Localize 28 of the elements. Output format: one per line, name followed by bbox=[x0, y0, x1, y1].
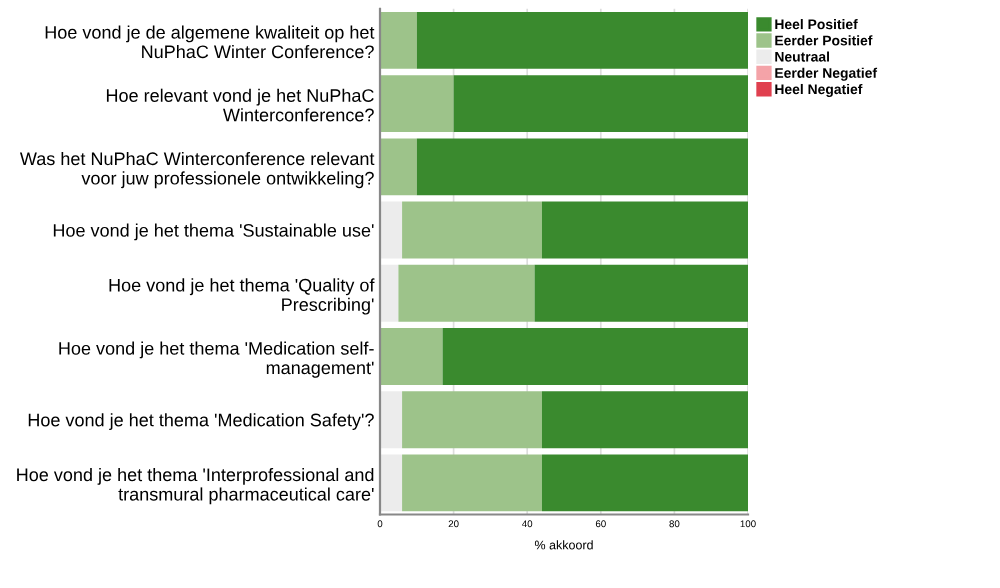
bar bbox=[416, 138, 748, 196]
bar bbox=[380, 391, 403, 449]
bar bbox=[442, 328, 748, 385]
y-tick-label: Hoe vond je het thema 'Quality of Prescribing' bbox=[109, 278, 375, 315]
bar bbox=[398, 264, 535, 322]
bar bbox=[380, 75, 454, 133]
bar bbox=[402, 391, 542, 449]
y-tick-label: Hoe vond je het thema 'Sustainable use' bbox=[53, 223, 374, 241]
bar bbox=[541, 454, 748, 512]
y-tick-label: Hoe vond je het thema 'Medication Safety'? bbox=[28, 413, 374, 430]
bar bbox=[402, 454, 542, 512]
bar bbox=[380, 201, 403, 259]
bar bbox=[380, 138, 417, 196]
bar bbox=[541, 201, 748, 259]
y-tick-label: Was het NuPhaC Winterconference relevant voor juw professionele ontwikkeling? bbox=[19, 151, 375, 189]
y-tick-label: Hoe relevant vond je het NuPhaC Winterconference? bbox=[106, 88, 374, 122]
y-tick-label: Hoe vond je het thema 'Interprofessional and transmural pharmaceutical care' bbox=[17, 467, 374, 505]
bar bbox=[534, 264, 748, 322]
bar bbox=[380, 328, 443, 385]
bar bbox=[380, 11, 417, 69]
y-tick-label: Hoe vond je de algemene kwaliteit op het NuPhaC Winter Conference? bbox=[45, 25, 375, 59]
bar bbox=[402, 201, 542, 259]
bar bbox=[380, 454, 403, 512]
bar bbox=[541, 391, 748, 449]
bar bbox=[416, 11, 748, 69]
bar bbox=[380, 264, 399, 322]
y-tick-label: Hoe vond je het thema 'Medication self- management' bbox=[59, 341, 374, 378]
bar bbox=[453, 75, 748, 133]
